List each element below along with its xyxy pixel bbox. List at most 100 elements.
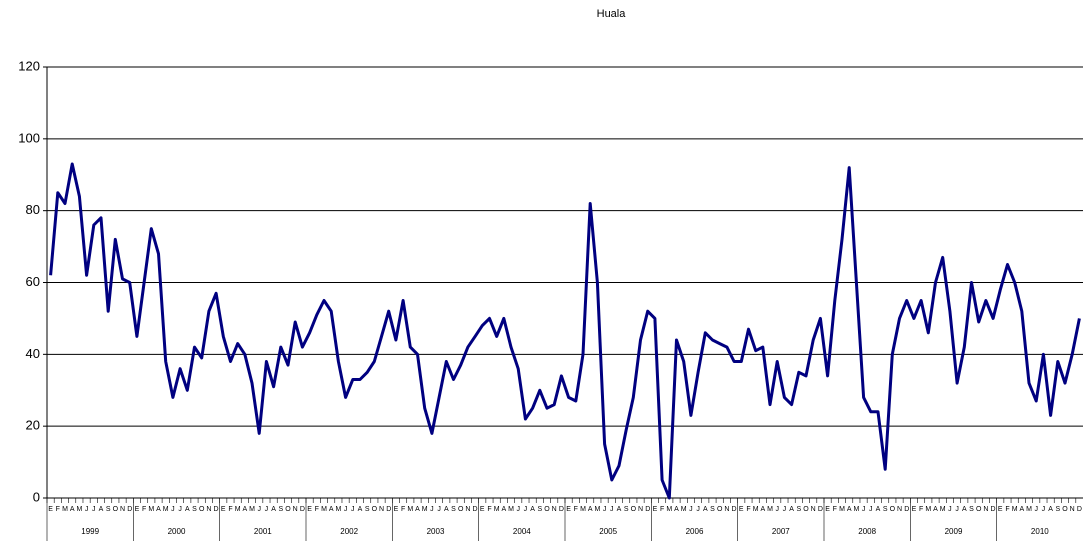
- x-tick-label: D: [473, 506, 478, 513]
- x-tick-label: A: [933, 506, 938, 513]
- x-tick-label: A: [271, 506, 276, 513]
- x-tick-label: O: [458, 506, 464, 513]
- x-tick-label: E: [48, 506, 53, 513]
- x-tick-label: F: [56, 506, 60, 513]
- x-tick-label: A: [1048, 506, 1053, 513]
- x-tick-label: N: [724, 506, 729, 513]
- x-tick-label: F: [401, 506, 405, 513]
- x-tick-label: J: [862, 506, 866, 513]
- x-tick-label: M: [666, 506, 672, 513]
- x-tick-label: E: [825, 506, 830, 513]
- x-tick-label: D: [645, 506, 650, 513]
- x-tick-label: J: [437, 506, 441, 513]
- year-label: 2004: [513, 527, 531, 536]
- x-tick-label: A: [70, 506, 75, 513]
- y-tick-label: 0: [33, 489, 40, 504]
- x-tick-label: M: [407, 506, 413, 513]
- x-tick-label: E: [221, 506, 226, 513]
- x-tick-label: A: [962, 506, 967, 513]
- x-tick-label: D: [818, 506, 823, 513]
- x-tick-label: S: [365, 506, 370, 513]
- x-tick-label: M: [148, 506, 154, 513]
- x-tick-label: A: [358, 506, 363, 513]
- x-tick-label: J: [775, 506, 779, 513]
- x-tick-label: M: [321, 506, 327, 513]
- x-tick-label: N: [552, 506, 557, 513]
- x-tick-label: N: [206, 506, 211, 513]
- x-tick-label: E: [307, 506, 312, 513]
- x-tick-label: J: [430, 506, 434, 513]
- x-tick-label: O: [631, 506, 637, 513]
- x-tick-label: J: [1042, 506, 1046, 513]
- x-tick-label: A: [329, 506, 334, 513]
- year-label: 1999: [81, 527, 99, 536]
- x-tick-label: F: [574, 506, 578, 513]
- x-tick-label: E: [135, 506, 140, 513]
- x-tick-label: N: [379, 506, 384, 513]
- x-tick-label: M: [839, 506, 845, 513]
- y-tick-label: 20: [26, 418, 40, 433]
- x-tick-label: A: [876, 506, 881, 513]
- x-tick-label: J: [171, 506, 175, 513]
- x-tick-label: N: [897, 506, 902, 513]
- x-tick-label: E: [566, 506, 571, 513]
- x-tick-label: A: [617, 506, 622, 513]
- x-tick-label: S: [537, 506, 542, 513]
- x-tick-label: F: [833, 506, 837, 513]
- x-tick-label: N: [638, 506, 643, 513]
- x-tick-label: N: [983, 506, 988, 513]
- x-tick-label: M: [925, 506, 931, 513]
- x-tick-label: N: [811, 506, 816, 513]
- x-tick-label: M: [1012, 506, 1018, 513]
- x-tick-label: D: [300, 506, 305, 513]
- x-tick-label: A: [444, 506, 449, 513]
- x-tick-label: M: [422, 506, 428, 513]
- x-tick-label: J: [869, 506, 873, 513]
- x-tick-label: A: [847, 506, 852, 513]
- x-tick-label: A: [703, 506, 708, 513]
- x-tick-label: J: [1034, 506, 1038, 513]
- x-tick-label: F: [919, 506, 923, 513]
- x-tick-label: J: [689, 506, 693, 513]
- x-tick-label: O: [717, 506, 723, 513]
- x-tick-label: A: [156, 506, 161, 513]
- x-tick-label: A: [415, 506, 420, 513]
- x-tick-label: S: [969, 506, 974, 513]
- y-tick-label: 100: [18, 130, 40, 145]
- x-tick-label: M: [1026, 506, 1032, 513]
- year-label: 2009: [945, 527, 963, 536]
- x-tick-label: E: [394, 506, 399, 513]
- x-tick-label: O: [285, 506, 291, 513]
- x-tick-label: S: [1055, 506, 1060, 513]
- x-tick-label: A: [789, 506, 794, 513]
- x-tick-label: O: [890, 506, 896, 513]
- y-tick-label: 80: [26, 202, 40, 217]
- x-tick-label: M: [76, 506, 82, 513]
- x-tick-label: D: [732, 506, 737, 513]
- x-tick-label: S: [278, 506, 283, 513]
- x-tick-label: J: [696, 506, 700, 513]
- x-tick-label: F: [1005, 506, 1009, 513]
- x-tick-label: M: [494, 506, 500, 513]
- x-tick-label: E: [998, 506, 1003, 513]
- chart-title: Huala: [597, 8, 627, 20]
- year-label: 2010: [1031, 527, 1049, 536]
- x-tick-label: S: [710, 506, 715, 513]
- x-tick-label: F: [142, 506, 146, 513]
- x-tick-label: A: [761, 506, 766, 513]
- x-tick-label: O: [1062, 506, 1068, 513]
- x-tick-label: J: [92, 506, 96, 513]
- x-tick-label: S: [106, 506, 111, 513]
- x-tick-label: A: [243, 506, 248, 513]
- x-tick-label: O: [372, 506, 378, 513]
- x-tick-label: D: [991, 506, 996, 513]
- x-tick-label: J: [344, 506, 348, 513]
- x-tick-label: F: [660, 506, 664, 513]
- x-tick-label: A: [99, 506, 104, 513]
- x-tick-label: D: [386, 506, 391, 513]
- x-tick-label: E: [739, 506, 744, 513]
- x-tick-label: D: [1077, 506, 1082, 513]
- x-tick-label: J: [603, 506, 607, 513]
- year-label: 2002: [340, 527, 358, 536]
